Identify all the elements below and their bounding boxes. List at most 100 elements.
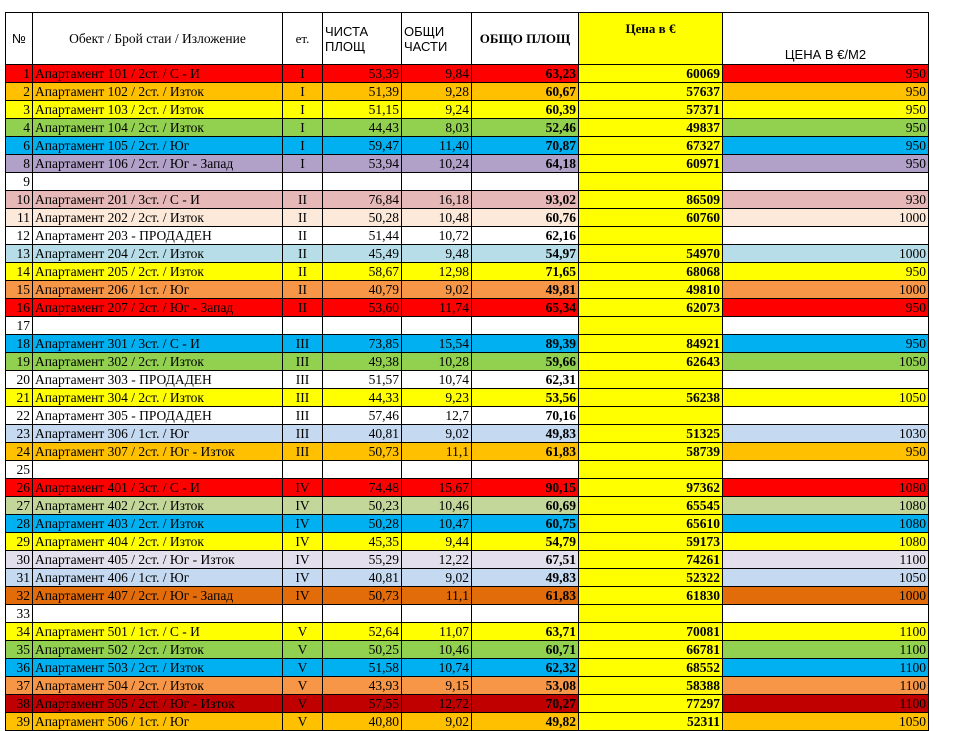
net-area-cell: 51,58 bbox=[322, 658, 402, 677]
net-area-cell: 49,38 bbox=[322, 352, 402, 371]
price-per-sqm-cell bbox=[722, 316, 929, 335]
price-per-sqm-cell: 950 bbox=[722, 442, 929, 461]
floor-cell: V bbox=[282, 694, 323, 713]
common-parts-cell: 10,74 bbox=[401, 370, 472, 389]
table-row: 32 Апартамент 407 / 2ст. / Юг - Запад IV 50… bbox=[5, 586, 929, 605]
price-per-sqm-cell: 1050 bbox=[722, 352, 929, 371]
header-price: Цена в € bbox=[578, 12, 723, 65]
row-number: 15 bbox=[5, 280, 33, 299]
price-per-sqm-cell: 1100 bbox=[722, 640, 929, 659]
floor-cell bbox=[282, 316, 323, 335]
total-area-cell: 49,81 bbox=[471, 280, 579, 299]
total-area-cell: 70,27 bbox=[471, 694, 579, 713]
apartment-name: Апартамент 304 / 2ст. / Изток bbox=[32, 388, 283, 407]
net-area-cell: 51,44 bbox=[322, 226, 402, 245]
header-floor: ет. bbox=[282, 12, 323, 65]
total-area-cell: 49,83 bbox=[471, 568, 579, 587]
floor-cell: IV bbox=[282, 532, 323, 551]
net-area-cell: 50,25 bbox=[322, 640, 402, 659]
price-cell: 68552 bbox=[578, 658, 723, 677]
net-area-cell: 51,15 bbox=[322, 100, 402, 119]
price-cell bbox=[578, 604, 723, 623]
net-area-cell: 58,67 bbox=[322, 262, 402, 281]
table-row: 28 Апартамент 403 / 2ст. / Изток IV 50,28 10… bbox=[5, 514, 929, 533]
floor-cell: II bbox=[282, 190, 323, 209]
common-parts-cell bbox=[401, 172, 472, 191]
floor-cell: IV bbox=[282, 586, 323, 605]
row-number: 14 bbox=[5, 262, 33, 281]
common-parts-cell: 11,1 bbox=[401, 586, 472, 605]
price-per-sqm-cell bbox=[722, 172, 929, 191]
row-number: 18 bbox=[5, 334, 33, 353]
net-area-cell bbox=[322, 172, 402, 191]
row-number: 32 bbox=[5, 586, 33, 605]
apartment-name: Апартамент 401 / 3ст. / С - И bbox=[32, 478, 283, 497]
total-area-cell bbox=[471, 460, 579, 479]
price-per-sqm-cell: 950 bbox=[722, 100, 929, 119]
apartment-name bbox=[32, 460, 283, 479]
price-per-sqm-cell bbox=[722, 406, 929, 425]
price-per-sqm-cell: 1080 bbox=[722, 496, 929, 515]
apartment-name: Апартамент 405 / 2ст. / Юг - Изток bbox=[32, 550, 283, 569]
total-area-cell: 60,75 bbox=[471, 514, 579, 533]
net-area-cell: 52,64 bbox=[322, 622, 402, 641]
price-cell bbox=[578, 316, 723, 335]
price-cell: 60971 bbox=[578, 154, 723, 173]
floor-cell bbox=[282, 172, 323, 191]
net-area-cell: 50,28 bbox=[322, 514, 402, 533]
total-area-cell: 93,02 bbox=[471, 190, 579, 209]
floor-cell: II bbox=[282, 280, 323, 299]
apartment-name: Апартамент 201 / 3ст. / С - И bbox=[32, 190, 283, 209]
row-number: 3 bbox=[5, 100, 33, 119]
total-area-cell bbox=[471, 316, 579, 335]
table-row: 13 Апартамент 204 / 2ст. / Изток II 45,49 9,… bbox=[5, 244, 929, 263]
floor-cell: IV bbox=[282, 568, 323, 587]
net-area-cell: 51,57 bbox=[322, 370, 402, 389]
row-number: 9 bbox=[5, 172, 33, 191]
net-area-cell: 45,35 bbox=[322, 532, 402, 551]
row-number: 29 bbox=[5, 532, 33, 551]
net-area-cell: 45,49 bbox=[322, 244, 402, 263]
header-number: № bbox=[5, 12, 33, 65]
price-per-sqm-cell bbox=[722, 226, 929, 245]
row-number: 36 bbox=[5, 658, 33, 677]
total-area-cell: 65,34 bbox=[471, 298, 579, 317]
common-parts-cell: 9,48 bbox=[401, 244, 472, 263]
apartment-name bbox=[32, 604, 283, 623]
floor-cell: III bbox=[282, 352, 323, 371]
common-parts-cell: 15,54 bbox=[401, 334, 472, 353]
net-area-cell: 50,73 bbox=[322, 442, 402, 461]
table-row: 31 Апартамент 406 / 1ст. / Юг IV 40,81 9,02 4… bbox=[5, 568, 929, 587]
total-area-cell: 60,39 bbox=[471, 100, 579, 119]
row-number: 37 bbox=[5, 676, 33, 695]
floor-cell: II bbox=[282, 262, 323, 281]
price-per-sqm-cell: 950 bbox=[722, 262, 929, 281]
common-parts-cell: 11,74 bbox=[401, 298, 472, 317]
row-number: 27 bbox=[5, 496, 33, 515]
table-row: 1 Апартамент 101 / 2ст. / С - И I 53,39 9,84… bbox=[5, 64, 929, 83]
table-row: 26 Апартамент 401 / 3ст. / С - И IV 74,48 15… bbox=[5, 478, 929, 497]
apartment-name: Апартамент 502 / 2ст. / Изток bbox=[32, 640, 283, 659]
net-area-cell: 57,55 bbox=[322, 694, 402, 713]
row-number: 31 bbox=[5, 568, 33, 587]
apartment-name: Апартамент 303 - ПРОДАДЕН bbox=[32, 370, 283, 389]
total-area-cell: 61,83 bbox=[471, 586, 579, 605]
price-per-sqm-cell: 950 bbox=[722, 118, 929, 137]
apartment-name: Апартамент 104 / 2ст. / Изток bbox=[32, 118, 283, 137]
floor-cell: I bbox=[282, 136, 323, 155]
apartment-name: Апартамент 103 / 2ст. / Изток bbox=[32, 100, 283, 119]
price-per-sqm-cell: 950 bbox=[722, 136, 929, 155]
price-per-sqm-cell bbox=[722, 604, 929, 623]
price-per-sqm-cell: 950 bbox=[722, 298, 929, 317]
table-row: 22 Апартамент 305 - ПРОДАДЕН III 57,46 12,7 7… bbox=[5, 406, 929, 425]
common-parts-cell: 15,67 bbox=[401, 478, 472, 497]
header-common-line2: ЧАСТИ bbox=[404, 38, 448, 54]
apartment-name: Апартамент 101 / 2ст. / С - И bbox=[32, 64, 283, 83]
apartment-price-table: № Обект / Брой стаи / Изложение ет. ЧИСТ… bbox=[5, 12, 929, 731]
common-parts-cell: 10,48 bbox=[401, 208, 472, 227]
price-per-sqm-cell: 1080 bbox=[722, 514, 929, 533]
apartment-name: Апартамент 407 / 2ст. / Юг - Запад bbox=[32, 586, 283, 605]
price-cell: 86509 bbox=[578, 190, 723, 209]
table-row: 36 Апартамент 503 / 2ст. / Изток V 51,58 10,… bbox=[5, 658, 929, 677]
table-row: 20 Апартамент 303 - ПРОДАДЕН III 51,57 10,74… bbox=[5, 370, 929, 389]
